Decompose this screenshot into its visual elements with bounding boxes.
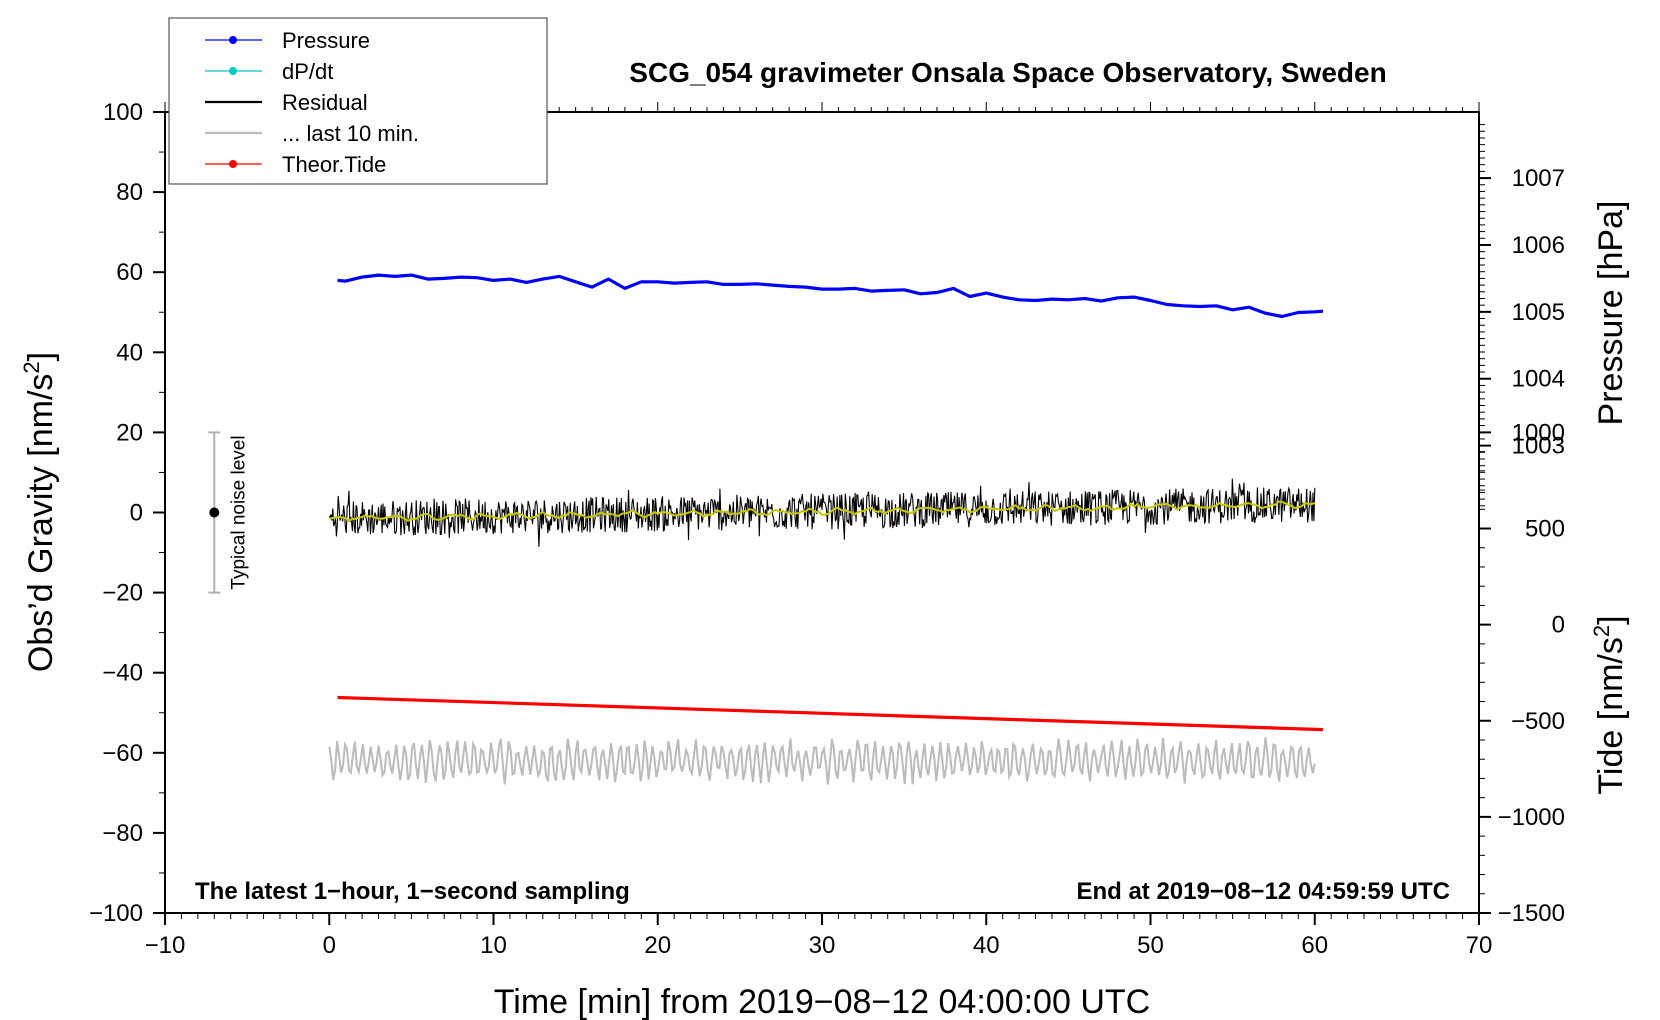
x-tick-label: 60 — [1301, 932, 1328, 959]
x-axis-title: Time [min] from 2019−08−12 04:00:00 UTC — [494, 983, 1150, 1020]
y-left-tick-label: −80 — [102, 820, 143, 847]
series-residual — [328, 478, 1316, 547]
y-left-tick-label: −100 — [89, 900, 143, 927]
y-axis-right-pressure-title: Pressure [hPa] — [1592, 201, 1630, 426]
x-axis: −10 0 10 20 30 40 50 60 70 — [145, 913, 1493, 959]
tide-tick-label: 1000 — [1512, 419, 1565, 446]
chart-title: SCG_054 gravimeter Onsala Space Observat… — [629, 57, 1386, 88]
x-tick-label: 40 — [973, 932, 1000, 959]
legend-label: Theor.Tide — [282, 152, 386, 177]
tide-tick-label: 500 — [1525, 516, 1565, 543]
legend-marker — [229, 36, 237, 44]
y-axis-right-tide-title-main: Tide [nm/s — [1592, 637, 1630, 794]
series-layer — [328, 273, 1324, 785]
x-tick-label: 70 — [1466, 932, 1493, 959]
legend-marker — [229, 67, 237, 75]
x-tick-label: 50 — [1137, 932, 1164, 959]
legend-label: Residual — [282, 90, 368, 115]
tide-tick-label: −1000 — [1498, 804, 1565, 831]
pressure-tick-label: 1005 — [1512, 299, 1565, 326]
y-axis-left-title-sup: 2 — [19, 361, 44, 373]
noise-center-dot — [209, 507, 220, 518]
y-axis-right-tide: 1000 500 0 −500 −1000 −1500 — [1479, 419, 1565, 927]
legend-marker — [229, 160, 237, 168]
legend-label: dP/dt — [282, 59, 333, 84]
pressure-tick-label: 1006 — [1512, 232, 1565, 259]
y-axis-left-title: Obs’d Gravity [nm/s2] — [19, 352, 60, 672]
y-left-tick-label: −20 — [102, 580, 143, 607]
tide-tick-label: 0 — [1552, 612, 1565, 639]
y-axis-right-tide-title: Tide [nm/s2] — [1589, 615, 1630, 794]
y-left-tick-label: 100 — [103, 99, 143, 126]
y-axis-right-tide-title-sup: 2 — [1589, 625, 1614, 637]
noise-indicator: Typical noise level — [208, 431, 249, 594]
y-left-tick-label: 80 — [116, 179, 143, 206]
y-left-tick-label: 0 — [130, 500, 143, 527]
series-last-10-min — [328, 737, 1316, 785]
y-left-tick-label: 40 — [116, 339, 143, 366]
y-left-tick-label: 60 — [116, 259, 143, 286]
footnote-right: End at 2019−08−12 04:59:59 UTC — [1076, 878, 1450, 905]
x-tick-label: 0 — [323, 932, 336, 959]
tide-tick-label: −1500 — [1498, 900, 1565, 927]
x-tick-label: 30 — [809, 932, 836, 959]
footnote-left: The latest 1−hour, 1−second sampling — [195, 878, 630, 905]
pressure-tick-label: 1003 — [1512, 433, 1565, 460]
series-theor-tide — [337, 695, 1324, 732]
legend: Pressure dP/dt Residual ... last 10 min. The… — [168, 17, 548, 185]
y-left-tick-label: 20 — [116, 419, 143, 446]
y-axis-left-title-main: Obs’d Gravity [nm/s — [22, 374, 60, 673]
x-tick-label: −10 — [145, 932, 186, 959]
y-axis-right-tide-title-close: ] — [1592, 615, 1630, 624]
legend-label: Pressure — [282, 28, 370, 53]
tide-tick-label: −500 — [1511, 708, 1565, 735]
y-axis-left: 100 80 60 40 20 0 −20 −40 −60 −80 −100 — [89, 99, 165, 927]
series-residual-smoothed — [329, 500, 1316, 523]
noise-label: Typical noise level — [228, 435, 249, 589]
series-pressure — [337, 273, 1324, 319]
y-axis-right-pressure: 1007 1006 1005 1004 1003 — [1479, 124, 1565, 507]
legend-label: ... last 10 min. — [282, 121, 419, 146]
pressure-tick-label: 1004 — [1512, 366, 1565, 393]
pressure-tick-label: 1007 — [1512, 165, 1565, 192]
x-tick-label: 10 — [480, 932, 507, 959]
y-left-tick-label: −60 — [102, 740, 143, 767]
y-left-tick-label: −40 — [102, 660, 143, 687]
x-tick-label: 20 — [644, 932, 671, 959]
y-axis-left-title-close: ] — [22, 352, 60, 361]
